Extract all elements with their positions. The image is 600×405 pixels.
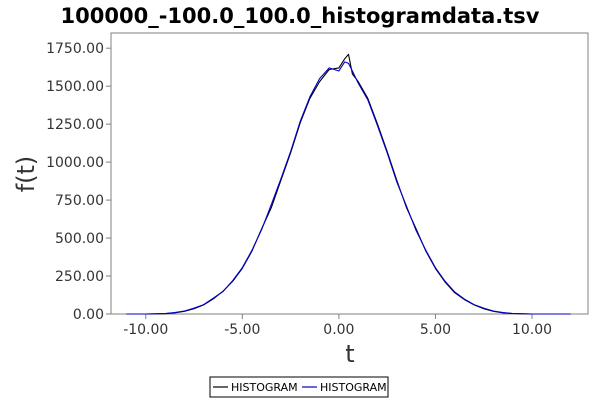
x-tick-label: 10.00 bbox=[512, 322, 552, 338]
x-tick-label: -5.00 bbox=[224, 322, 260, 338]
x-axis: -10.00 -5.00 0.00 5.00 10.00 bbox=[123, 314, 552, 338]
y-tick-label: 1750.00 bbox=[46, 41, 104, 57]
y-tick-label: 1000.00 bbox=[46, 155, 104, 171]
y-tick-label: 250.00 bbox=[55, 269, 104, 285]
legend: HISTOGRAM HISTOGRAM bbox=[209, 376, 389, 398]
y-axis: 0.00 250.00 500.00 750.00 1000.00 1250.00 1500… bbox=[46, 41, 111, 323]
series-line-histogram-2 bbox=[126, 61, 571, 315]
x-tick-label: -10.00 bbox=[123, 322, 168, 338]
chart-title: 100000_-100.0_100.0_histogramdata.tsv bbox=[61, 4, 540, 28]
legend-label-histogram-2: HISTOGRAM bbox=[320, 381, 387, 394]
x-axis-label: t bbox=[345, 340, 354, 368]
legend-box bbox=[209, 376, 389, 398]
series-layer bbox=[126, 53, 571, 315]
y-tick-label: 750.00 bbox=[55, 193, 104, 209]
y-tick-label: 0.00 bbox=[73, 307, 104, 323]
y-tick-label: 500.00 bbox=[55, 231, 104, 247]
x-tick-label: 0.00 bbox=[323, 322, 354, 338]
y-tick-label: 1250.00 bbox=[46, 117, 104, 133]
legend-label-histogram-1: HISTOGRAM bbox=[231, 381, 298, 394]
y-axis-label: f(t) bbox=[12, 156, 40, 193]
y-tick-label: 1500.00 bbox=[46, 79, 104, 95]
x-tick-label: 5.00 bbox=[420, 322, 451, 338]
plot-area bbox=[110, 32, 589, 315]
